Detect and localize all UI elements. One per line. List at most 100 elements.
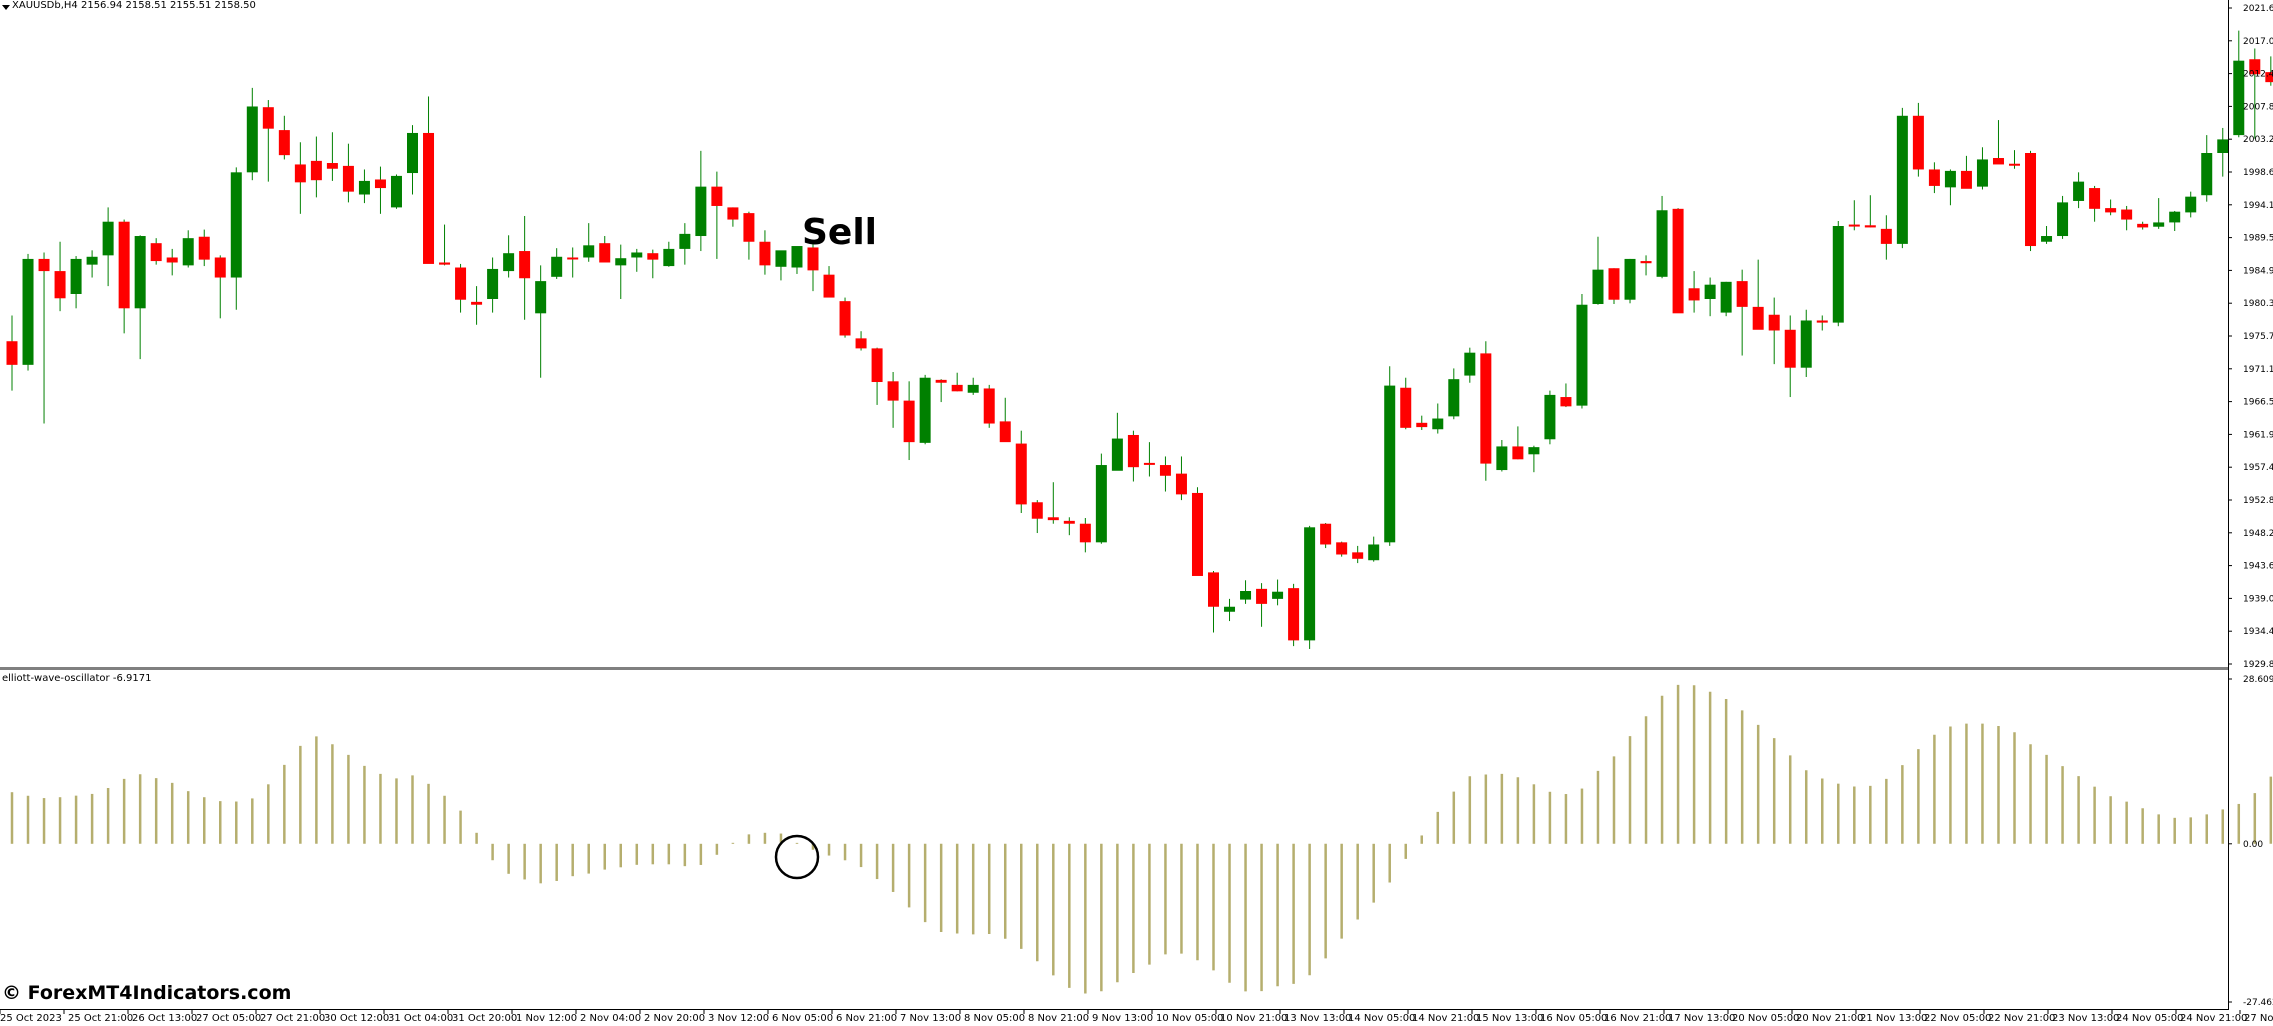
candle-body xyxy=(743,213,755,242)
time-label: 21 Nov 13:00 xyxy=(1860,1013,1927,1024)
time-label: 7 Nov 13:00 xyxy=(900,1013,961,1024)
candle-body xyxy=(631,252,643,258)
candle xyxy=(1208,570,1219,633)
oscillator-axis[interactable]: 28.6096 0.00 -27.462 xyxy=(2228,675,2273,1008)
candle xyxy=(342,143,354,203)
candle xyxy=(1400,377,1412,430)
candle-body xyxy=(1864,225,1876,228)
candle-body xyxy=(38,258,50,272)
candle-body xyxy=(1960,170,1972,189)
candle xyxy=(1976,147,1988,190)
candle xyxy=(1272,579,1284,606)
candle-body xyxy=(2137,223,2149,228)
candle xyxy=(54,241,66,312)
candle-body xyxy=(1704,284,1716,299)
price-axis[interactable]: 2021.60 2017.00 2012.40 2007.80 2003.20 1998.… xyxy=(2228,4,2273,670)
chart-menu-arrow-icon[interactable] xyxy=(2,5,10,10)
time-label: 25 Oct 2023 xyxy=(0,1013,62,1024)
candle xyxy=(407,125,418,195)
candle-body xyxy=(1143,462,1155,465)
candle-body xyxy=(487,268,499,299)
candle-body xyxy=(1544,394,1556,440)
candle xyxy=(759,230,771,275)
price-label: 1939.00 xyxy=(2243,594,2273,604)
candle-body xyxy=(150,243,162,262)
candle xyxy=(1512,426,1524,460)
candle xyxy=(2153,198,2165,229)
candle xyxy=(1047,482,1059,524)
time-label: 2 Nov 04:00 xyxy=(580,1013,641,1024)
symbol-info: XAUUSDb,H4 2156.94 2158.51 2155.51 2158.… xyxy=(12,0,256,11)
candle-body xyxy=(1736,281,1748,307)
candle xyxy=(1928,162,1940,194)
candle-body xyxy=(358,180,370,195)
candle xyxy=(86,250,98,278)
candle xyxy=(134,235,146,360)
price-label: 2021.60 xyxy=(2243,4,2273,14)
time-label: 1 Nov 12:00 xyxy=(516,1013,577,1024)
oscillator-info: elliott-wave-oscillator -6.9171 xyxy=(2,673,152,684)
candle-body xyxy=(2233,60,2245,136)
oscillator-label: 0.00 xyxy=(2243,840,2263,850)
candle-body xyxy=(1015,443,1027,505)
time-label: 22 Nov 21:00 xyxy=(1988,1013,2055,1024)
oscillator-pane[interactable] xyxy=(10,684,2273,994)
candle-body xyxy=(1208,572,1219,607)
candle xyxy=(2217,127,2229,177)
time-label: 31 Oct 04:00 xyxy=(388,1013,453,1024)
candle-body xyxy=(1976,159,1988,187)
candle xyxy=(2249,48,2261,139)
price-label: 2017.00 xyxy=(2243,37,2273,47)
time-label: 24 Nov 21:00 xyxy=(2180,1013,2247,1024)
candle-body xyxy=(2153,222,2165,227)
candle xyxy=(1127,430,1139,482)
candle-body xyxy=(230,172,242,278)
candle xyxy=(2025,150,2037,252)
candle xyxy=(2137,221,2149,230)
candle xyxy=(551,248,563,279)
candle xyxy=(919,374,931,445)
candle xyxy=(198,229,210,267)
candle xyxy=(1960,155,1972,189)
time-label: 23 Nov 13:00 xyxy=(2052,1013,2119,1024)
time-label: 31 Oct 20:00 xyxy=(452,1013,517,1024)
candle xyxy=(262,100,274,182)
candle xyxy=(1384,366,1396,546)
candle-body xyxy=(471,301,483,305)
candle-body xyxy=(1528,447,1540,455)
price-label: 1952.80 xyxy=(2243,496,2273,506)
candle xyxy=(1448,368,1460,420)
oscillator-label: 28.6096 xyxy=(2243,675,2273,685)
candle xyxy=(1832,220,1844,327)
time-label: 16 Nov 05:00 xyxy=(1540,1013,1607,1024)
signal-circle-marker xyxy=(774,834,820,880)
main-price-pane[interactable] xyxy=(6,30,2273,649)
candle-body xyxy=(999,421,1011,443)
candle-body xyxy=(1272,591,1284,599)
candle xyxy=(503,235,515,278)
candle-body xyxy=(1816,320,1828,323)
candle-body xyxy=(1448,379,1460,417)
candle-body xyxy=(1496,446,1508,471)
time-label: 14 Nov 05:00 xyxy=(1348,1013,1415,1024)
candle-body xyxy=(1111,438,1123,471)
candle-body xyxy=(807,247,819,271)
candle-body xyxy=(1031,502,1043,519)
candle xyxy=(647,249,659,279)
time-label: 10 Nov 05:00 xyxy=(1156,1013,1223,1024)
time-label: 27 Oct 05:00 xyxy=(196,1013,261,1024)
candle-body xyxy=(1672,208,1684,314)
candle-body xyxy=(647,253,659,260)
candle xyxy=(1336,541,1348,557)
candle xyxy=(423,96,435,264)
candle xyxy=(2009,150,2020,169)
time-label: 27 Nov 13:00 xyxy=(2244,1013,2273,1024)
candle-body xyxy=(1416,422,1428,428)
candle xyxy=(1015,430,1027,513)
candle-body xyxy=(983,388,995,424)
candle xyxy=(1912,102,1924,177)
candle-body xyxy=(2169,211,2181,223)
candle xyxy=(807,241,819,292)
